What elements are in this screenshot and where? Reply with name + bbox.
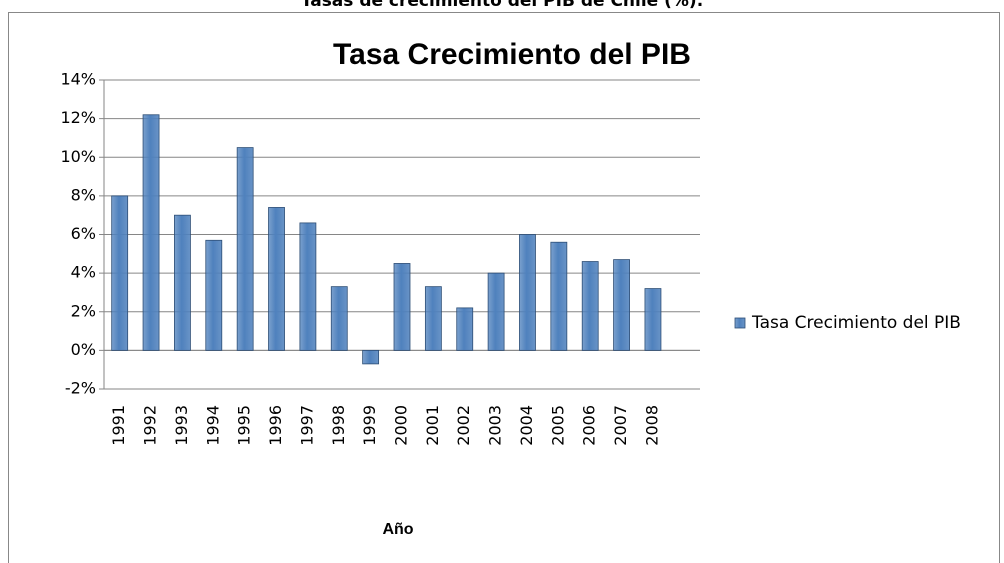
x-tick-label: 1993 xyxy=(172,405,191,446)
bar xyxy=(142,114,160,351)
y-tick-label: 6% xyxy=(71,224,96,243)
bar xyxy=(519,234,536,351)
y-tick-label: 2% xyxy=(71,301,96,320)
bar xyxy=(362,349,380,365)
bar xyxy=(424,286,442,351)
y-tick-label: 14% xyxy=(60,70,96,89)
y-tick-label: 0% xyxy=(71,340,96,359)
x-tick-label: 1995 xyxy=(235,405,254,446)
x-tick-label: 2007 xyxy=(611,405,630,446)
y-tick-label: 12% xyxy=(60,108,96,127)
y-tick-label: 4% xyxy=(71,263,96,282)
x-tick-label: 1994 xyxy=(203,405,222,446)
x-tick-label: 2002 xyxy=(454,405,473,446)
chart-title: Tasa Crecimiento del PIB xyxy=(333,38,691,71)
x-tick-label: 2005 xyxy=(548,405,567,446)
legend-marker xyxy=(734,317,746,329)
y-tick-label: -2% xyxy=(65,379,96,398)
x-tick-label: 1991 xyxy=(109,405,128,446)
x-axis-label: Año xyxy=(382,521,413,538)
bar xyxy=(581,261,599,351)
bar xyxy=(330,286,348,351)
bar xyxy=(393,263,411,351)
bar xyxy=(236,147,254,351)
bar xyxy=(456,307,474,351)
bar xyxy=(613,259,630,351)
x-tick-label: 1996 xyxy=(266,405,285,446)
bar xyxy=(268,207,285,351)
x-tick-label: 2000 xyxy=(392,405,411,446)
x-tick-label: 1992 xyxy=(141,405,160,446)
bar xyxy=(550,241,568,351)
bar xyxy=(174,214,191,351)
y-tick-label: 10% xyxy=(60,147,96,166)
bar xyxy=(299,222,317,351)
x-tick-label: 2001 xyxy=(423,405,442,446)
x-tick-label: 2004 xyxy=(517,405,536,446)
bar xyxy=(487,272,505,351)
page-title: Tasas de crecimiento del PIB de Chile (%… xyxy=(301,0,703,11)
legend-label: Tasa Crecimiento del PIB xyxy=(751,313,961,333)
x-tick-label: 2008 xyxy=(642,405,661,446)
x-tick-label: 1998 xyxy=(329,405,348,446)
x-tick-label: 2006 xyxy=(580,405,599,446)
x-tick-label: 1999 xyxy=(360,405,379,446)
x-tick-label: 2003 xyxy=(486,405,505,446)
y-tick-label: 8% xyxy=(71,185,96,204)
x-tick-label: 1997 xyxy=(297,405,316,446)
bar xyxy=(111,195,129,351)
bar xyxy=(644,288,662,351)
bar xyxy=(205,239,223,351)
